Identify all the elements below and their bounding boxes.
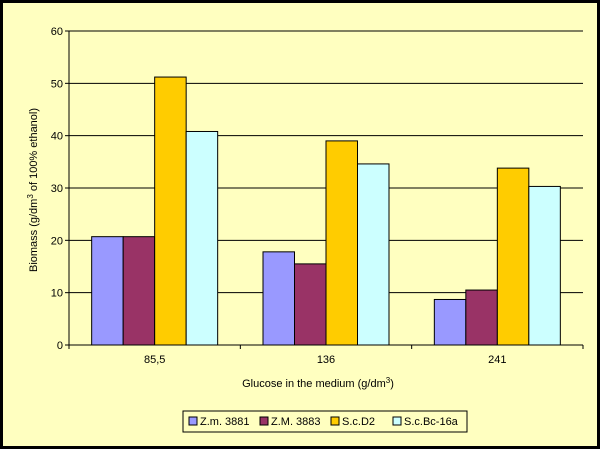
bar-z-m-3883-2 [465, 289, 498, 346]
x-tick-label: 136 [317, 354, 335, 366]
bar-s-c-d2-1 [325, 140, 358, 346]
y-tick-label: 50 [51, 78, 63, 90]
y-axis-title-end: of 100% ethanol) [28, 108, 40, 194]
x-axis-title-main: Glucose in the medium (g/dm [242, 378, 386, 390]
y-axis-title-sup: 3 [26, 194, 35, 199]
bar-s-c-d2-0 [154, 76, 187, 346]
legend-swatch [330, 416, 340, 426]
y-axis-title-main: Biomass (g/dm [28, 199, 40, 272]
legend-swatch [259, 416, 269, 426]
y-tick-label: 20 [51, 235, 63, 247]
y-tick-labels: 0 10 20 30 40 50 60 [51, 26, 69, 352]
chart-area: 0 10 20 30 40 50 60 85,5 136 241 Glucose in the … [3, 3, 597, 446]
legend-box [182, 410, 468, 433]
x-tick-label: 241 [488, 354, 506, 366]
x-axis-title: Glucose in the medium (g/dm3) [242, 376, 394, 390]
x-tick-label: 85,5 [144, 354, 165, 366]
y-tick-label: 0 [57, 340, 63, 352]
bar-z-m-3883-1 [294, 263, 327, 346]
bars [91, 76, 561, 346]
biomass-bar-chart: 0 10 20 30 40 50 60 85,5 136 241 Glucose in the … [26, 26, 584, 433]
bar-z-m-3881-0 [91, 236, 124, 346]
legend-label: Z.M. 3883 [271, 416, 321, 428]
legend-label: Z.m. 3881 [200, 416, 250, 428]
x-tick-labels: 85,5 136 241 [68, 345, 584, 366]
legend-swatch [188, 416, 198, 426]
legend-swatch [392, 416, 402, 426]
bar-s-c-bc-16a-1 [357, 163, 390, 346]
legend: Z.m. 3881 Z.M. 3883 S.c.D2 S.c.Bc-16a [182, 410, 468, 433]
y-tick-label: 30 [51, 183, 63, 195]
bar-z-m-3881-1 [262, 251, 295, 346]
y-tick-label: 40 [51, 131, 63, 143]
bar-z-m-3881-2 [433, 298, 467, 346]
bar-s-c-bc-16a-2 [528, 185, 561, 346]
y-tick-label: 10 [51, 288, 63, 300]
y-axis-title: Biomass (g/dm3 of 100% ethanol) [26, 108, 40, 272]
bar-s-c-bc-16a-0 [185, 130, 219, 346]
x-axis-title-sup: 3 [386, 376, 391, 385]
y-tick-label: 60 [51, 26, 63, 38]
legend-label: S.c.D2 [342, 416, 375, 428]
bar-s-c-d2-2 [496, 167, 530, 346]
bar-z-m-3883-0 [122, 236, 156, 346]
legend-label: S.c.Bc-16a [404, 416, 459, 428]
x-axis-title-end: ) [390, 378, 394, 390]
